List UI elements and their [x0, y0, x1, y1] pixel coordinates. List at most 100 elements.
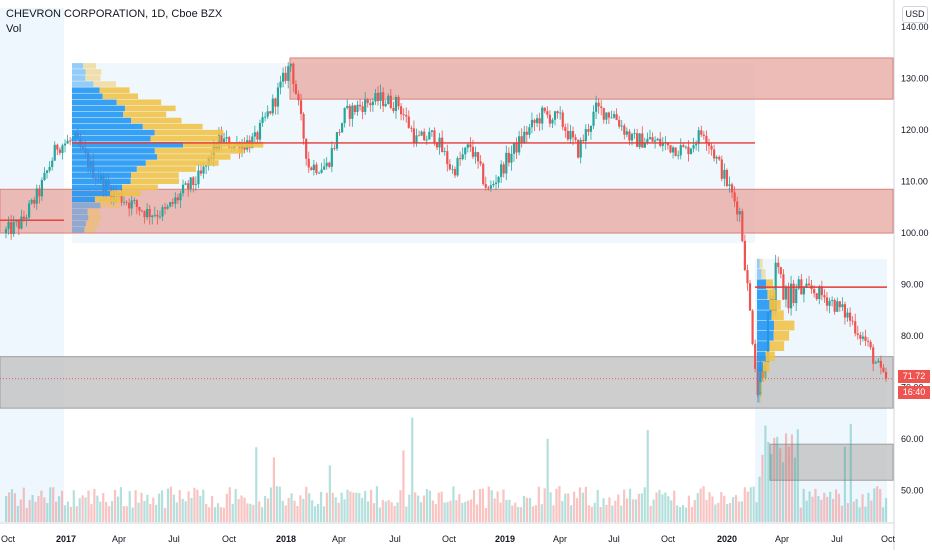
volume-bar — [784, 433, 788, 522]
volume-indicator-label[interactable]: Vol — [6, 23, 22, 35]
candle-body — [594, 102, 598, 112]
volume-bar — [34, 501, 37, 522]
volume-bar — [740, 501, 743, 522]
volume-bar — [393, 505, 396, 522]
volume-bar — [272, 457, 276, 522]
candle-body — [258, 122, 262, 140]
candle-body — [479, 161, 482, 164]
candle-body — [559, 112, 562, 114]
candle-body — [666, 142, 670, 146]
candle-body — [394, 97, 398, 111]
volume-profile-bar-down — [83, 63, 96, 69]
candle-body — [194, 184, 197, 186]
candle-body — [428, 131, 431, 140]
candle-body — [833, 300, 836, 312]
volume-bar — [508, 499, 511, 522]
volume-bar — [358, 493, 361, 522]
candle-body — [222, 138, 226, 144]
candle-body — [623, 125, 626, 135]
volume-bar — [814, 488, 817, 522]
volume-bar — [443, 502, 446, 522]
candle-body — [325, 162, 328, 167]
volume-bar — [237, 498, 240, 522]
candle-body — [525, 131, 528, 135]
volume-bar — [611, 505, 614, 522]
volume-profile-bar-down — [157, 154, 231, 160]
candle-body — [130, 200, 133, 209]
volume-bar — [119, 487, 122, 522]
volume-bar — [699, 488, 702, 522]
volume-bar — [617, 494, 620, 522]
candle-body — [348, 105, 351, 119]
volume-bar — [637, 493, 640, 522]
candle-body — [600, 106, 603, 108]
currency-badge[interactable]: USD — [902, 6, 928, 23]
volume-bar — [434, 504, 437, 522]
x-tick-label: Apr — [332, 534, 346, 544]
volume-bar — [184, 501, 187, 522]
volume-bar — [464, 501, 467, 522]
candle-body — [330, 148, 333, 167]
candle-body — [738, 211, 741, 215]
volume-bar — [502, 489, 505, 522]
candle-body — [158, 216, 162, 218]
candle-body — [269, 111, 272, 114]
volume-bar — [626, 498, 629, 522]
volume-bar — [25, 507, 28, 522]
candle-body — [435, 143, 439, 148]
volume-profile-bar-down — [142, 123, 203, 130]
volume-bar — [378, 507, 381, 522]
candle-body — [197, 170, 200, 185]
volume-profile-bar-down — [759, 392, 762, 403]
volume-bar — [552, 505, 555, 522]
volume-profile-bar-up — [757, 279, 767, 290]
volume-bar — [175, 502, 178, 522]
volume-bar — [16, 505, 19, 522]
candle-body — [743, 240, 746, 271]
candle-body — [358, 104, 362, 107]
volume-bar — [275, 486, 278, 522]
candle-body — [138, 206, 141, 211]
candle-body — [76, 132, 79, 139]
candle-body — [181, 184, 185, 194]
volume-bar — [832, 498, 835, 522]
candle-body — [451, 169, 454, 170]
volume-bar — [802, 488, 805, 522]
candle-body — [620, 125, 623, 127]
candle-body — [518, 136, 521, 153]
candle-body — [630, 134, 634, 141]
volume-bar — [558, 486, 561, 522]
candle-body — [302, 114, 305, 139]
candle-body — [859, 334, 862, 339]
volume-bar — [284, 505, 287, 522]
x-tick-label: Jul — [168, 534, 180, 544]
volume-profile-bar-down — [769, 341, 785, 351]
volume-bar — [31, 494, 34, 522]
volume-profile-bar-up — [757, 300, 770, 310]
volume-bar — [820, 499, 823, 522]
volume-bar — [396, 502, 399, 522]
volume-profile-bar-up — [72, 166, 137, 172]
volume-bar — [57, 496, 61, 522]
x-tick-label: 2017 — [56, 534, 76, 544]
candle-body — [546, 111, 549, 115]
volume-bar — [555, 488, 558, 522]
volume-bar — [331, 492, 334, 522]
candle-body — [687, 146, 690, 155]
candle-body — [723, 169, 726, 179]
y-tick-label: 80.00 — [901, 331, 924, 341]
volume-profile-bar-up — [72, 154, 158, 160]
candle-body — [679, 145, 682, 156]
volume-bar — [573, 491, 576, 522]
candle-body — [607, 112, 611, 118]
volume-profile-bar-down — [136, 166, 196, 172]
candle-body — [718, 156, 721, 160]
volume-bar — [678, 507, 682, 522]
volume-bar — [628, 488, 632, 522]
volume-profile-bar-down — [759, 258, 763, 269]
volume-bar — [661, 494, 664, 522]
volume-bar — [546, 438, 549, 522]
volume-bar — [667, 496, 670, 522]
